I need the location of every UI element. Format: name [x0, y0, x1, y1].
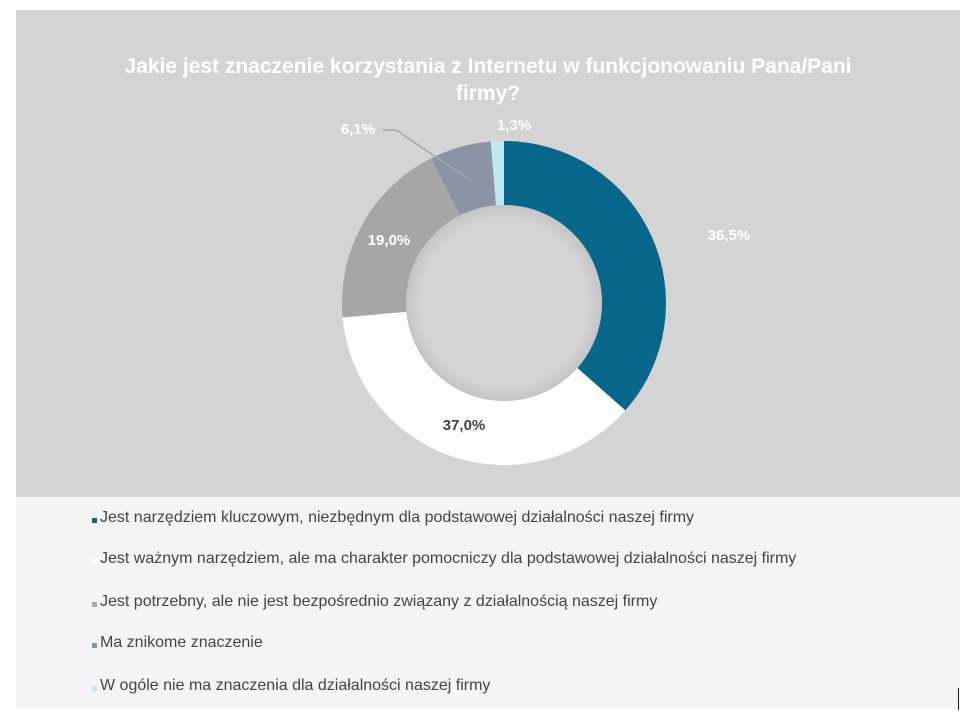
donut-slice-4: [431, 141, 496, 216]
data-label-1: 36,5%: [708, 227, 751, 244]
legend-entry-5: W ogóle nie ma znaczenia dla działalnośc…: [92, 677, 490, 695]
leader-line: [382, 129, 471, 181]
legend: Jest narzędziem kluczowym, niezbędnym dl…: [16, 497, 960, 709]
legend-marker-1: [92, 517, 97, 523]
legend-label-1: Jest narzędziem kluczowym, niezbędnym dl…: [100, 509, 695, 526]
donut-slice-3: [342, 158, 461, 318]
chart-title-line-1: Jakie jest znaczenie korzystania z Inter…: [124, 55, 852, 78]
legend-label-4: Ma znikome znaczenie: [100, 634, 263, 651]
legend-marker-3: [92, 601, 97, 607]
data-label-3: 19,0%: [368, 232, 411, 249]
legend-marker-5: [92, 685, 97, 691]
donut-slice-2: [342, 311, 626, 465]
legend-entry-2: Jest ważnym narzędziem, ale ma charakter…: [92, 550, 796, 568]
data-label-2: 37,0%: [443, 417, 486, 434]
donut-slice-5: [490, 141, 504, 206]
data-label-4: 6,1%: [341, 121, 375, 138]
legend-marker-2: [92, 558, 97, 564]
chart-title: Jakie jest znaczenie korzystania z Inter…: [16, 53, 960, 107]
legend-marker-4: [92, 642, 97, 648]
donut-hole: [406, 205, 602, 401]
data-label-5: 1,3%: [497, 117, 531, 134]
legend-label-3: Jest potrzebny, ale nie jest bezpośredni…: [100, 593, 658, 610]
legend-entry-3: Jest potrzebny, ale nie jest bezpośredni…: [92, 593, 657, 611]
donut-slice-1: [504, 141, 666, 411]
legend-entry-4: Ma znikome znaczenie: [92, 634, 263, 652]
divider: [958, 688, 959, 710]
legend-entry-1: Jest narzędziem kluczowym, niezbędnym dl…: [92, 509, 694, 527]
legend-label-5: W ogóle nie ma znaczenia dla działalnośc…: [100, 677, 491, 694]
legend-label-2: Jest ważnym narzędziem, ale ma charakter…: [100, 550, 797, 567]
chart-title-line-2: firmy?: [455, 82, 521, 105]
